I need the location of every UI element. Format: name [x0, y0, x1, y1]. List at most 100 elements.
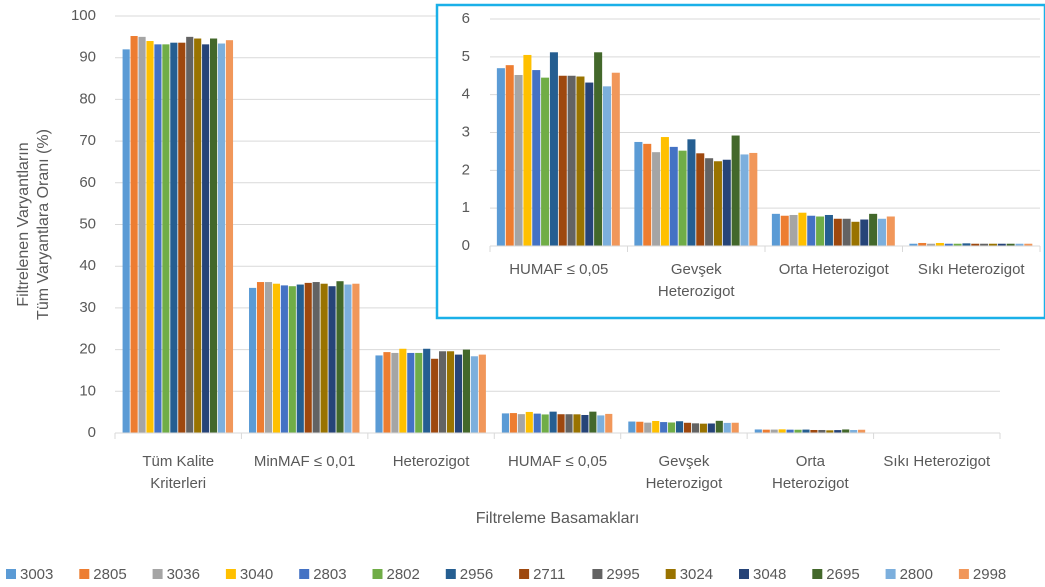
bar: [634, 141, 643, 246]
bar: [807, 215, 816, 246]
bar: [558, 75, 567, 246]
legend-swatch: [665, 569, 676, 579]
bar: [296, 284, 304, 433]
bar: [731, 422, 739, 433]
bar: [383, 352, 391, 433]
bar: [280, 285, 288, 433]
bar: [778, 429, 786, 433]
y-tick-label: 1: [462, 199, 470, 216]
bar: [643, 143, 652, 246]
bar: [344, 284, 352, 433]
bar: [557, 414, 565, 433]
bar: [678, 150, 687, 246]
legend-label: 2802: [387, 566, 420, 583]
bar: [802, 429, 810, 433]
bar: [860, 219, 869, 246]
bar: [771, 213, 780, 246]
bar: [399, 348, 407, 433]
legend-label: 2956: [460, 566, 493, 583]
legend-label: 2711: [533, 566, 565, 583]
x-axis-title: Filtreleme Basamakları: [476, 510, 640, 527]
bar: [877, 218, 886, 246]
y-tick-label: 10: [79, 382, 96, 399]
bar: [818, 429, 826, 433]
bar: [194, 38, 202, 433]
bar: [851, 221, 860, 246]
bar: [431, 358, 439, 433]
y-tick-label: 4: [462, 86, 470, 103]
bar: [523, 54, 532, 246]
bar: [833, 218, 842, 246]
x-tick-label: Heterozigot: [393, 453, 471, 470]
bar: [1006, 243, 1015, 246]
bar: [754, 429, 762, 433]
legend-swatch: [739, 569, 749, 579]
bar: [202, 44, 210, 434]
legend-label: 2805: [93, 566, 126, 583]
bar: [749, 152, 758, 246]
legend-swatch: [519, 569, 530, 579]
bar: [567, 75, 576, 246]
bar: [668, 422, 676, 433]
bar: [320, 283, 328, 433]
legend-swatch: [445, 569, 456, 579]
bar: [786, 429, 794, 433]
bar: [794, 429, 802, 433]
legend-swatch: [6, 569, 16, 579]
legend-swatch: [299, 569, 310, 579]
bar: [611, 72, 620, 247]
bar: [858, 429, 866, 433]
bar: [585, 82, 594, 246]
bar: [696, 153, 705, 246]
x-tick-label: HUMAF ≤ 0,05: [508, 453, 607, 470]
bar: [391, 352, 399, 433]
bar: [533, 413, 541, 433]
bar: [146, 41, 154, 434]
y-tick-label: 50: [79, 215, 96, 232]
y-tick-label: 6: [462, 10, 470, 27]
bar: [249, 287, 257, 433]
bar: [328, 286, 336, 433]
bar: [869, 213, 878, 246]
bar: [816, 216, 825, 246]
bar: [138, 36, 146, 433]
bar: [439, 351, 447, 433]
bar: [715, 420, 723, 433]
bar: [509, 413, 517, 433]
bar: [505, 65, 514, 246]
bar: [740, 154, 749, 246]
bar: [602, 86, 611, 247]
bar: [699, 423, 707, 433]
x-tick-label: Sıkı Heterozigot: [883, 453, 991, 470]
bar: [170, 42, 178, 434]
bar: [997, 243, 1006, 246]
y-tick-label: 90: [79, 49, 96, 66]
x-tick-label: Tüm Kalite Kriterleri: [142, 453, 214, 492]
bar: [918, 242, 927, 246]
bar: [644, 422, 652, 433]
bar: [407, 352, 415, 433]
bar: [1015, 243, 1024, 246]
bar: [935, 242, 944, 246]
bar: [850, 429, 858, 433]
bar: [675, 421, 684, 433]
bar: [162, 44, 170, 434]
y-tick-label: 70: [79, 132, 96, 149]
bar: [731, 135, 740, 246]
bar: [415, 352, 423, 433]
bar: [288, 286, 296, 433]
bar: [988, 243, 997, 246]
y-axis-title: Filtrelenen Varyantların Tüm Varyantlara …: [15, 129, 52, 320]
bar: [834, 430, 842, 433]
x-tick-label: Gevşek Heterozigot: [658, 261, 736, 300]
bar: [652, 420, 660, 433]
bar: [525, 411, 533, 433]
bar: [589, 411, 597, 433]
bar: [517, 414, 525, 433]
bar: [927, 243, 936, 246]
bar: [573, 414, 581, 433]
bar: [178, 42, 186, 434]
bar: [886, 216, 895, 246]
bar: [652, 152, 661, 246]
